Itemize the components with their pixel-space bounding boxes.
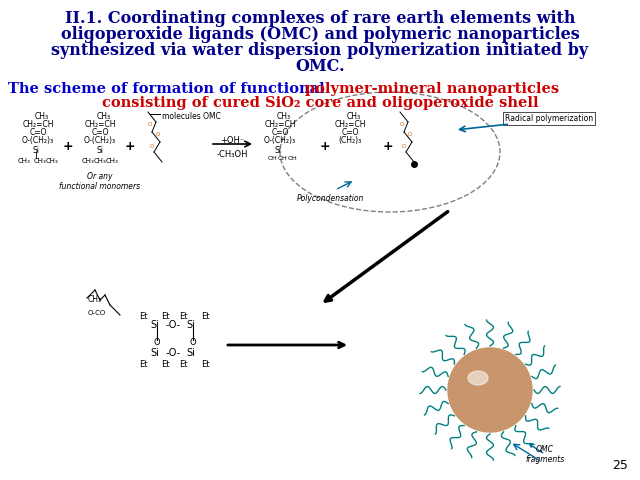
Text: +: +	[383, 140, 394, 153]
Text: +OH⁻: +OH⁻	[220, 136, 244, 145]
Text: C=O: C=O	[271, 128, 289, 137]
Text: Si: Si	[187, 348, 195, 358]
Text: 25: 25	[612, 459, 628, 472]
Text: O: O	[150, 144, 154, 149]
Text: Si: Si	[33, 146, 40, 155]
Text: CH₃: CH₃	[277, 112, 291, 121]
Text: C=O: C=O	[29, 128, 47, 137]
Text: O-(CH₂)₃: O-(CH₂)₃	[22, 136, 54, 145]
Text: +: +	[125, 140, 135, 153]
Text: The scheme of formation of functional: The scheme of formation of functional	[8, 82, 330, 96]
Text: CH₃: CH₃	[97, 112, 111, 121]
Text: Et: Et	[201, 312, 209, 321]
Text: CH₃: CH₃	[34, 158, 46, 164]
Text: synthesized via water dispersion polymerization initiated by: synthesized via water dispersion polymer…	[51, 42, 589, 59]
Text: Si: Si	[187, 320, 195, 330]
Text: Si: Si	[150, 348, 159, 358]
Text: O: O	[402, 144, 406, 149]
Text: O-(CH₂)₃: O-(CH₂)₃	[264, 136, 296, 145]
Text: CH₂=CH: CH₂=CH	[22, 120, 54, 129]
Text: O: O	[156, 132, 160, 136]
Text: Si: Si	[275, 146, 282, 155]
Text: CH₂=CH: CH₂=CH	[264, 120, 296, 129]
Text: molecules OMC: molecules OMC	[162, 112, 221, 121]
Text: O: O	[154, 338, 160, 347]
Text: Et: Et	[179, 360, 188, 369]
Text: +: +	[320, 140, 330, 153]
Text: Et: Et	[139, 312, 147, 321]
Text: O: O	[148, 121, 152, 127]
Ellipse shape	[468, 371, 488, 385]
Text: Et: Et	[161, 360, 169, 369]
Text: OH: OH	[277, 156, 287, 161]
Text: O: O	[400, 121, 404, 127]
Text: OH: OH	[267, 156, 277, 161]
Text: -O-: -O-	[165, 320, 180, 330]
Text: Et: Et	[201, 360, 209, 369]
Text: C=O: C=O	[341, 128, 359, 137]
Text: +: +	[63, 140, 74, 153]
Text: OMC
fragments: OMC fragments	[525, 444, 564, 464]
Text: Et: Et	[139, 360, 147, 369]
Text: Polycondensation: Polycondensation	[296, 194, 364, 203]
Text: CH₃: CH₃	[88, 295, 102, 304]
Text: OH: OH	[287, 156, 297, 161]
Text: O: O	[189, 338, 196, 347]
Text: II.1. Coordinating complexes of rare earth elements with: II.1. Coordinating complexes of rare ear…	[65, 10, 575, 27]
Text: CH₂=CH: CH₂=CH	[334, 120, 365, 129]
Text: O: O	[408, 132, 412, 136]
Text: CH₃: CH₃	[18, 158, 30, 164]
Text: O-(CH₂)₃: O-(CH₂)₃	[84, 136, 116, 145]
Text: O-CO: O-CO	[88, 310, 106, 316]
Text: Et: Et	[179, 312, 188, 321]
Text: OMC.: OMC.	[295, 58, 345, 75]
Text: -CH₃OH: -CH₃OH	[216, 150, 248, 159]
Text: consisting of cured SiO₂ core and oligoperoxide shell: consisting of cured SiO₂ core and oligop…	[102, 96, 538, 110]
Text: CH₃: CH₃	[106, 158, 118, 164]
Text: CH₃: CH₃	[347, 112, 361, 121]
Text: Or any
functional monomers: Or any functional monomers	[60, 172, 141, 192]
Circle shape	[448, 348, 532, 432]
Text: Si: Si	[97, 146, 104, 155]
Text: polymer-mineral nanoparticles: polymer-mineral nanoparticles	[305, 82, 559, 96]
Text: oligoperoxide ligands (OMC) and polymeric nanoparticles: oligoperoxide ligands (OMC) and polymeri…	[61, 26, 579, 43]
Text: Et: Et	[161, 312, 169, 321]
Text: Radical polymerization: Radical polymerization	[505, 114, 593, 123]
Text: CH₃: CH₃	[82, 158, 94, 164]
Text: -O-: -O-	[165, 348, 180, 358]
Text: Si: Si	[150, 320, 159, 330]
Text: C=O: C=O	[92, 128, 109, 137]
Text: CH₂=CH: CH₂=CH	[84, 120, 116, 129]
Text: CH₃: CH₃	[93, 158, 106, 164]
Text: CH₃: CH₃	[45, 158, 58, 164]
Text: (CH₂)₃: (CH₂)₃	[339, 136, 362, 145]
Text: CH₃: CH₃	[35, 112, 49, 121]
